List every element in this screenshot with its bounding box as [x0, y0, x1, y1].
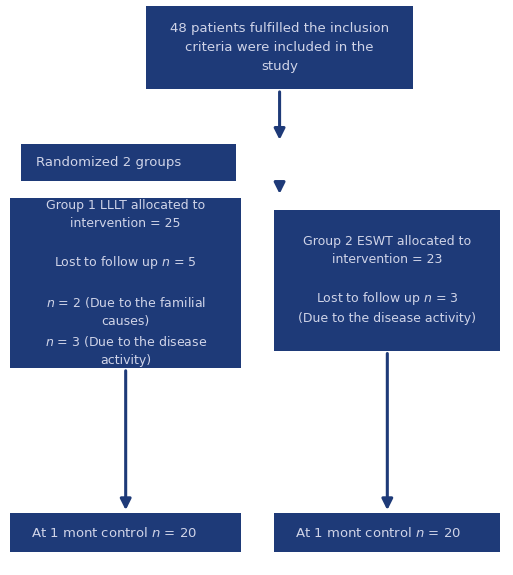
Text: Group 1 LLLT allocated to
intervention = 25

Lost to follow up $n$ = 5

$n$ = 2 : Group 1 LLLT allocated to intervention =… — [45, 199, 207, 367]
Text: 48 patients fulfilled the inclusion
criteria were included in the
study: 48 patients fulfilled the inclusion crit… — [170, 22, 389, 73]
FancyBboxPatch shape — [10, 513, 241, 552]
Text: At 1 mont control $n$ = 20: At 1 mont control $n$ = 20 — [31, 526, 197, 540]
FancyBboxPatch shape — [146, 6, 413, 89]
Text: At 1 mont control $n$ = 20: At 1 mont control $n$ = 20 — [295, 526, 461, 540]
FancyBboxPatch shape — [21, 144, 236, 181]
FancyBboxPatch shape — [10, 198, 241, 368]
Text: Randomized 2 groups: Randomized 2 groups — [36, 156, 181, 169]
Text: Group 2 ESWT allocated to
intervention = 23

Lost to follow up $n$ = 3
(Due to t: Group 2 ESWT allocated to intervention =… — [299, 235, 476, 325]
FancyBboxPatch shape — [274, 210, 500, 351]
FancyBboxPatch shape — [274, 513, 500, 552]
